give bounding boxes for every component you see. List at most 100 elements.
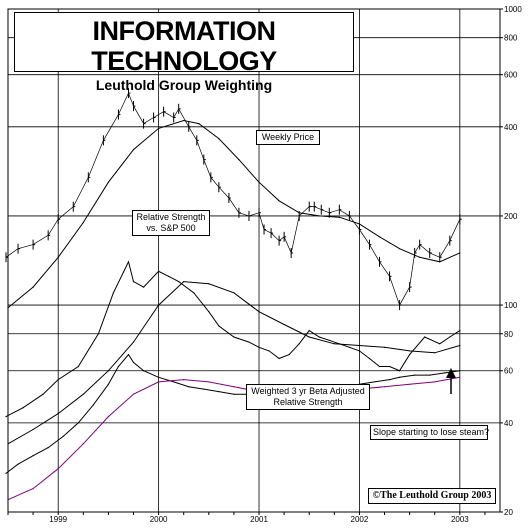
weighted_beta_adjusted_rs_moving_average-point [132, 393, 135, 395]
price_moving_average-point [439, 261, 441, 263]
weekly_price-series [5, 88, 462, 311]
x-tick-label: 2000 [150, 515, 168, 524]
relative_strength-point [318, 336, 320, 338]
relative_strength-point [348, 346, 350, 348]
relative_strength-point [178, 281, 180, 283]
weighted_beta_adjusted_rs-point [429, 374, 431, 376]
relative_strength-point [218, 325, 220, 327]
price_moving_average-point [107, 181, 110, 183]
weighted_beta_adjusted_rs_moving_average-point [383, 386, 386, 388]
relative_strength-point [368, 357, 371, 360]
relative_strength_moving_average-point [459, 344, 461, 347]
weighted_beta_adjusted_rs-line [5, 353, 460, 474]
weighted_beta_adjusted_rs_moving_average-point [107, 416, 110, 418]
y-tick-label: 80 [504, 330, 513, 339]
relative_strength-point [127, 261, 130, 263]
weighted_beta_adjusted_rs_moving_average-point [183, 379, 185, 381]
x-tick-label: 2002 [351, 515, 369, 524]
relative_strength_moving_average-point [283, 323, 285, 326]
weighted_beta_adjusted_rs_moving_average-point [57, 468, 59, 470]
y-tick-label: 800 [504, 34, 518, 43]
relative_strength-point [193, 292, 195, 294]
y-axis: 1000 800 600 400 200 100 80 60 40 20 [500, 5, 522, 517]
weighted_beta_adjusted_rs-point [158, 376, 160, 378]
relative_strength-point [268, 350, 270, 352]
relative_strength-point [424, 336, 426, 338]
price_moving_average-point [32, 286, 34, 288]
weighted_beta_adjusted_rs-point [47, 447, 49, 449]
price_moving_average-point [132, 149, 135, 151]
weighted_beta_adjusted_rs-point [32, 455, 34, 457]
y-tick-label: 20 [504, 508, 513, 517]
relative_strength-point [97, 333, 99, 335]
weighted_beta_adjusted_rs-point [17, 463, 19, 465]
x-axis: 1999 2000 2001 2002 2003 [7, 512, 486, 524]
weighted_beta_adjusted_rs_moving_average-point [158, 381, 160, 383]
y-tick-label: 40 [504, 419, 513, 428]
weighted_beta_adjusted_rs-point [188, 386, 190, 388]
weighted_beta_adjusted_rs-point [92, 404, 94, 406]
price_moving_average-line [7, 119, 461, 309]
relative_strength-point [258, 346, 260, 348]
slope-arrow [446, 368, 456, 394]
relative_strength_moving_average-point [208, 283, 210, 285]
relative_strength-point [449, 336, 451, 338]
price_moving_average-point [338, 216, 340, 218]
relative-strength-label: Relative Strength vs. S&P 500 [132, 210, 210, 236]
relative_strength-point [5, 416, 7, 418]
relative_strength-point [358, 350, 361, 352]
price_moving_average-point [258, 181, 260, 183]
relative_strength_moving_average-point [333, 343, 335, 345]
relative_strength-point [278, 357, 280, 360]
relative_strength-point [132, 281, 135, 283]
weighted_beta_adjusted_rs-point [233, 393, 235, 395]
price_moving_average-point [298, 212, 300, 214]
weighted_beta_adjusted_rs-point [388, 379, 391, 381]
relative_strength-line [5, 260, 461, 418]
y-tick-label: 60 [504, 367, 513, 376]
relative_strength-point [77, 365, 79, 368]
weighted_beta_adjusted_rs-point [77, 422, 79, 424]
price_moving_average-point [218, 137, 220, 140]
weighted_beta_adjusted_rs-point [373, 381, 376, 383]
weighted_beta_adjusted_rs_moving_average-point [459, 376, 461, 378]
weighted_beta_adjusted_rs-point [173, 381, 175, 383]
weighted-beta-label: Weighted 3 yr Beta Adjusted Relative Str… [246, 384, 370, 410]
relative_strength-point [298, 343, 300, 345]
relative_strength_moving_average-point [258, 311, 260, 313]
chart-subtitle: Leuthold Group Weighting [95, 77, 273, 93]
relative_strength-point [112, 292, 115, 294]
relative_strength-point [459, 329, 461, 332]
relative_strength_moving_average-point [409, 350, 411, 352]
relative_strength_moving_average-point [132, 341, 135, 343]
relative_strength_moving_average-point [434, 352, 436, 354]
x-tick-label: 2001 [250, 515, 268, 524]
price_moving_average-point [198, 123, 200, 125]
relative_strength-point [248, 341, 250, 343]
price_moving_average-point [158, 127, 160, 130]
price_moving_average-point [459, 252, 461, 254]
relative_strength_moving_average-point [57, 412, 59, 415]
relative_strength_moving_average-point [308, 336, 310, 338]
relative_strength-point [288, 354, 290, 356]
y-tick-label: 600 [504, 71, 518, 80]
price_moving_average-point [378, 236, 381, 238]
relative_strength-point [158, 270, 160, 272]
price_moving_average-point [82, 221, 84, 224]
slope-note-label: Slope starting to lose steam? [370, 425, 489, 440]
weighted_beta_adjusted_rs_moving_average-point [82, 443, 84, 445]
relative_strength-point [22, 407, 24, 409]
relative_strength-point [439, 343, 441, 345]
relative_strength_moving_average-line [7, 281, 460, 445]
chart-title: INFORMATION TECHNOLOGY [91, 16, 277, 76]
price_moving_average-point [419, 256, 421, 258]
y-tick-label: 100 [504, 301, 518, 310]
weighted_beta_adjusted_rs-point [107, 383, 110, 385]
x-tick-label: 1999 [49, 515, 67, 524]
grid [8, 8, 500, 513]
relative_strength-point [208, 311, 210, 313]
weighted_beta_adjusted_rs-point [203, 388, 205, 390]
copyright-label: ©The Leuthold Group 2003 [368, 488, 496, 504]
plot-frame [7, 8, 501, 513]
